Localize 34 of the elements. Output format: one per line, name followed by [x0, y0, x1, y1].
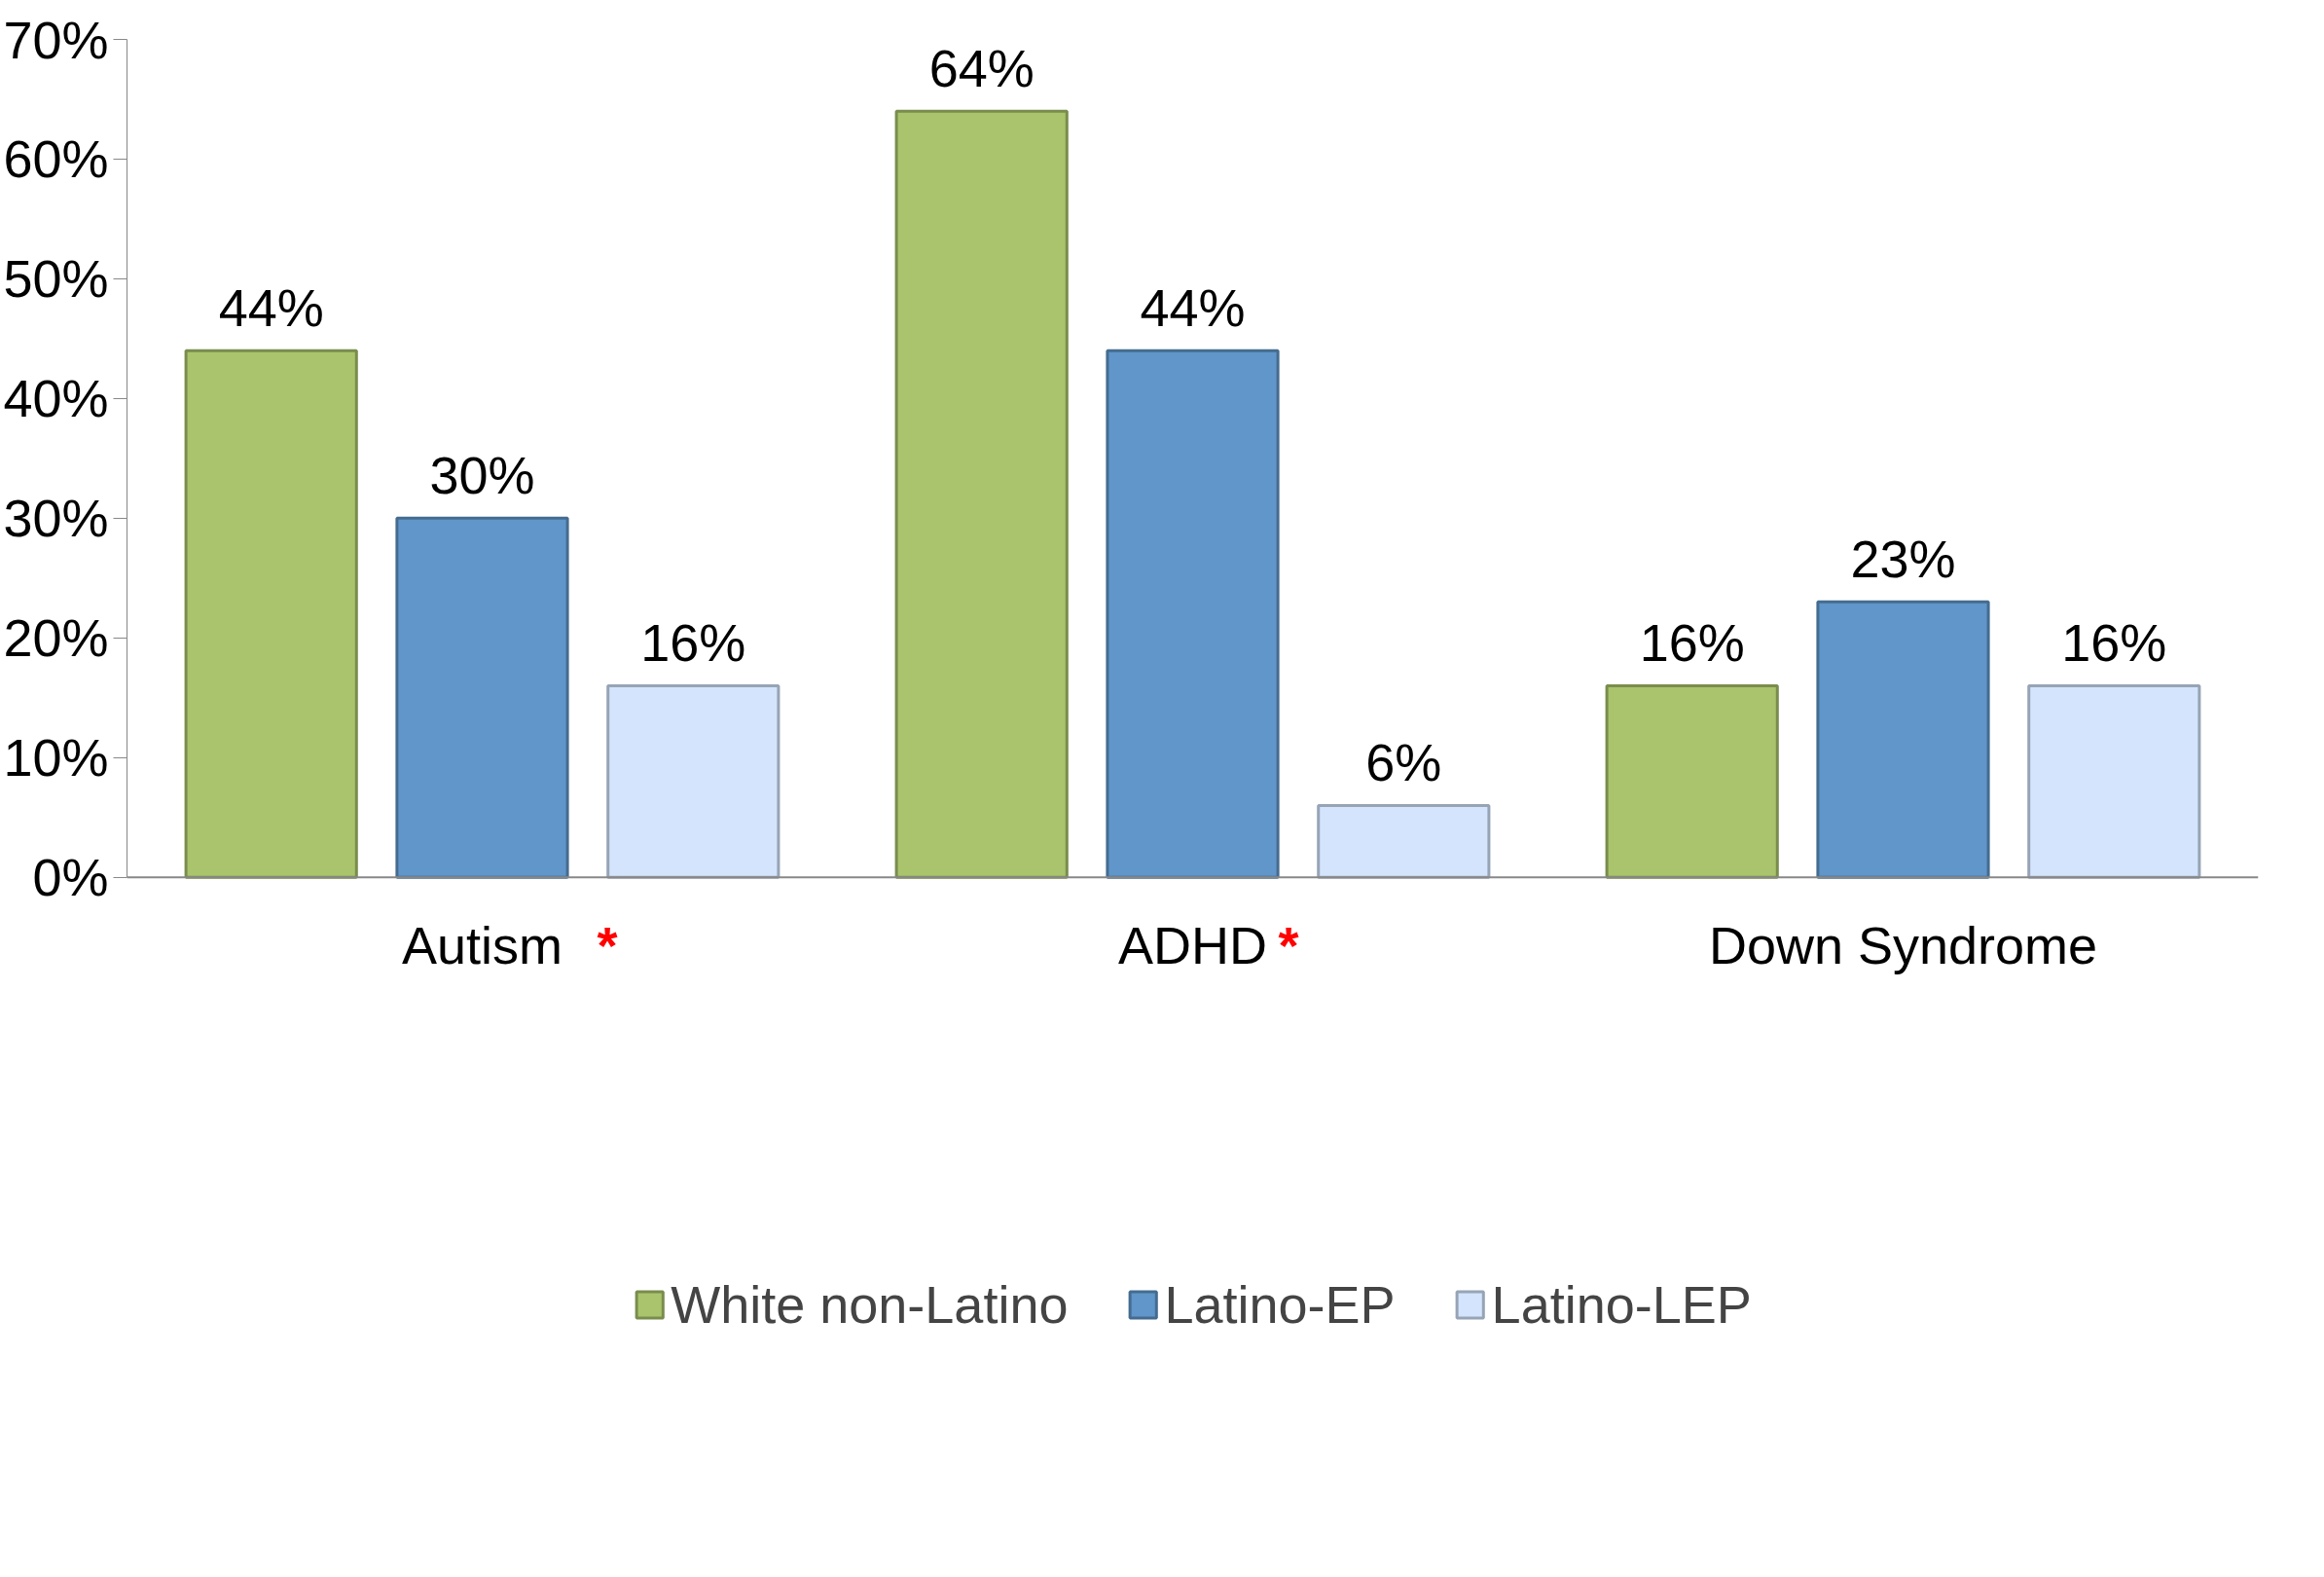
bar: [2027, 683, 2201, 879]
text: 44%: [218, 278, 324, 338]
bar: [1317, 803, 1491, 879]
y-tick-label: 10%: [3, 728, 109, 788]
bar: [184, 348, 358, 879]
bar: [395, 516, 569, 879]
legend-label: Latino-LEP: [1491, 1274, 1752, 1335]
y-tick-label: 40%: [3, 369, 109, 428]
y-tick-label: 20%: [3, 608, 109, 668]
text: 23%: [1850, 530, 1956, 589]
x-tick-label: ADHD: [1118, 916, 1268, 975]
y-tick-label: 70%: [3, 10, 109, 69]
bar: [1605, 683, 1779, 879]
bar: [894, 109, 1069, 879]
bar: [1816, 600, 1990, 879]
x-tick-label: Down Syndrome: [1708, 916, 2098, 975]
text: 16%: [640, 613, 746, 673]
bar: [1106, 348, 1280, 879]
text: *: [1278, 916, 1299, 975]
text: 16%: [1639, 613, 1745, 673]
y-tick-label: 50%: [3, 249, 109, 309]
text: 64%: [928, 39, 1035, 98]
text: 44%: [1140, 278, 1246, 338]
bar: [606, 683, 781, 879]
text: 6%: [1365, 733, 1442, 792]
legend-label: White non-Latino: [671, 1274, 1069, 1335]
y-tick-label: 0%: [32, 848, 109, 907]
y-tick-label: 30%: [3, 489, 109, 548]
text: 30%: [429, 446, 535, 505]
text: *: [597, 916, 618, 975]
x-tick-label: Autism: [401, 916, 563, 975]
y-tick-label: 60%: [3, 129, 109, 189]
legend-label: Latino-EP: [1164, 1274, 1396, 1335]
text: 16%: [2061, 613, 2167, 673]
